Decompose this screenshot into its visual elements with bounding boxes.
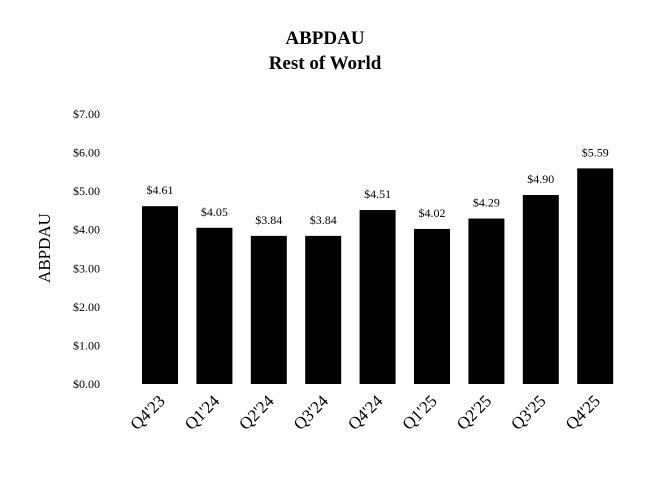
- x-category-label: Q1'24: [181, 391, 224, 434]
- bar-value-label: $3.84: [310, 213, 337, 227]
- y-axis-ticks: $0.00 $1.00 $2.00 $3.00 $4.00 $5.00 $6.00 $7.00: [73, 107, 100, 391]
- x-category-label: Q1'25: [399, 391, 441, 433]
- value-labels: $4.61 $4.05 $3.84 $3.84 $4.51 $4.02 $4.29 $4.90…: [147, 145, 609, 227]
- bar: [577, 168, 614, 384]
- y-tick-label: $2.00: [73, 300, 100, 314]
- bar-value-label: $4.61: [147, 183, 174, 197]
- x-category-label: Q4'24: [344, 391, 387, 434]
- bar: [359, 210, 396, 384]
- y-tick-label: $0.00: [73, 377, 100, 391]
- y-tick-label: $4.00: [73, 223, 100, 237]
- bar: [250, 235, 287, 384]
- x-category-label: Q4'23: [127, 391, 169, 433]
- y-tick-label: $1.00: [73, 338, 100, 352]
- bar: [142, 206, 178, 384]
- bar-value-label: $3.84: [255, 213, 282, 227]
- x-category-label: Q2'25: [453, 391, 495, 433]
- bar: [196, 227, 233, 384]
- bar: [522, 195, 559, 384]
- y-tick-label: $6.00: [73, 146, 100, 160]
- x-category-label: Q4'25: [562, 391, 604, 433]
- x-category-label: Q3'24: [290, 391, 333, 434]
- chart-subtitle: Rest of World: [269, 53, 382, 74]
- bar: [305, 235, 342, 384]
- bar-value-label: $4.90: [527, 172, 554, 186]
- chart-title: ABPDAU: [285, 28, 364, 49]
- y-axis-label: ABPDAU: [35, 213, 54, 283]
- bar-value-label: $4.29: [473, 196, 500, 210]
- y-tick-label: $5.00: [73, 184, 100, 198]
- y-tick-label: $7.00: [73, 107, 100, 121]
- bar-value-label: $4.02: [419, 206, 446, 220]
- x-category-label: Q3'25: [507, 391, 549, 433]
- bar-value-label: $4.05: [201, 205, 228, 219]
- bars: [142, 168, 614, 384]
- y-tick-label: $3.00: [73, 261, 100, 275]
- x-category-label: Q2'24: [235, 391, 278, 434]
- bar-value-label: $5.59: [582, 145, 609, 159]
- bar: [468, 218, 505, 384]
- category-labels: Q4'23 Q1'24 Q2'24 Q3'24 Q4'24 Q1'25 Q2'25 Q3'25…: [127, 391, 605, 434]
- bar: [414, 228, 450, 384]
- bar-value-label: $4.51: [364, 187, 391, 201]
